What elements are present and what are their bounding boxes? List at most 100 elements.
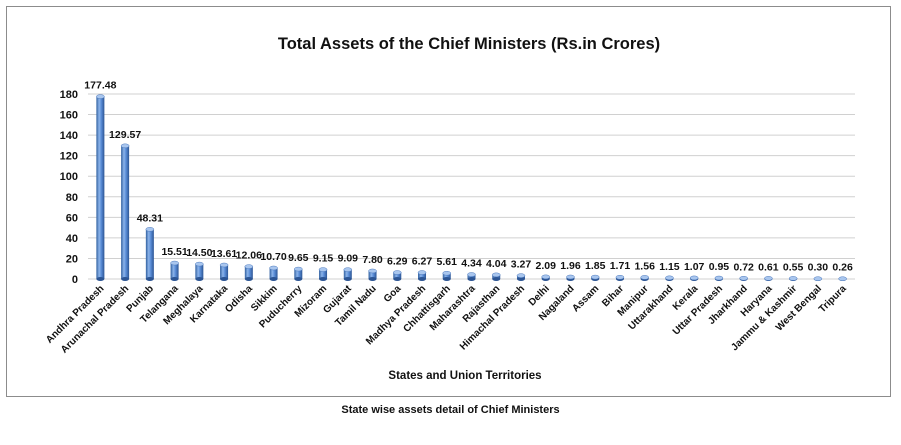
data-label: 7.80 <box>362 254 383 266</box>
bar-top <box>96 94 105 99</box>
bar-base <box>368 277 377 281</box>
bar-top <box>393 270 402 275</box>
bar-top <box>491 272 501 278</box>
bar <box>739 276 748 281</box>
x-tick-label: Assam <box>570 283 601 314</box>
bar <box>219 262 229 281</box>
bar-body <box>393 272 402 279</box>
bar-top <box>294 266 303 272</box>
data-label: 9.65 <box>288 252 309 264</box>
bar-top <box>244 264 254 269</box>
bar-body <box>195 264 204 279</box>
chart-svg: Total Assets of the Chief Ministers (Rs.… <box>44 35 855 382</box>
bar-top <box>813 276 823 281</box>
bar-body <box>269 268 278 279</box>
y-tick-label: 100 <box>60 171 78 183</box>
bar-body <box>121 145 130 279</box>
bar <box>195 261 204 281</box>
bar-top <box>170 260 179 266</box>
data-label: 2.09 <box>536 260 557 272</box>
data-label: 9.09 <box>338 253 359 265</box>
bar <box>665 275 674 281</box>
bar-base <box>121 277 130 281</box>
bar <box>318 267 328 281</box>
bar-top <box>343 267 353 272</box>
figure-caption: State wise assets detail of Chief Minist… <box>341 404 560 416</box>
bar-base <box>195 277 204 281</box>
x-tick-label: Odisha <box>223 283 255 315</box>
data-label: 9.15 <box>313 253 334 265</box>
bar-base <box>294 277 303 281</box>
bar <box>393 270 402 281</box>
bar <box>788 276 798 281</box>
data-label: 0.30 <box>808 262 829 274</box>
data-label: 1.85 <box>585 260 606 272</box>
bar <box>813 276 823 281</box>
bar-top <box>764 276 773 281</box>
y-tick-label: 80 <box>66 192 78 204</box>
data-label: 10.70 <box>260 251 286 263</box>
bar-top <box>269 265 278 271</box>
bar <box>120 143 130 281</box>
data-label: 1.56 <box>634 260 655 272</box>
bars <box>96 94 847 281</box>
data-label: 4.04 <box>486 258 507 270</box>
data-label: 1.71 <box>610 260 631 272</box>
data-label: 0.72 <box>733 261 754 273</box>
bar-top <box>838 276 847 281</box>
bar-top <box>368 268 377 274</box>
bar-top <box>442 270 452 276</box>
bar-base <box>170 277 179 281</box>
y-axis-tick-labels: 0 20 40 60 80 100 120 140 160 180 <box>60 89 78 286</box>
bar-body <box>145 229 154 279</box>
bar-top <box>788 276 798 281</box>
data-label: 3.27 <box>511 259 532 271</box>
data-label: 4.34 <box>461 258 482 270</box>
bar-top <box>145 227 155 232</box>
bar-body <box>220 265 229 279</box>
chart-title: Total Assets of the Chief Ministers (Rs.… <box>278 35 660 53</box>
data-label: 129.57 <box>109 129 141 141</box>
data-label: 1.96 <box>560 260 581 272</box>
data-labels: 177.48 129.57 48.31 15.5114.5013.6112.0610.… <box>84 80 853 274</box>
data-label: 6.27 <box>412 256 433 268</box>
bar-top <box>739 276 748 281</box>
bar-top <box>541 274 550 280</box>
bar-base <box>442 277 451 281</box>
bar-top <box>714 275 724 281</box>
data-label: 0.61 <box>758 261 779 273</box>
bar-top <box>195 261 204 267</box>
y-tick-label: 40 <box>66 233 78 245</box>
bar-body <box>442 273 451 279</box>
chart-frame: Total Assets of the Chief Ministers (Rs.… <box>6 6 891 397</box>
bar-body <box>96 96 105 279</box>
bar-base <box>145 277 154 281</box>
bar <box>640 275 649 281</box>
gridlines <box>88 93 855 280</box>
bar-body <box>244 266 253 279</box>
bar <box>343 267 353 281</box>
y-tick-label: 60 <box>66 212 78 224</box>
bar-top <box>467 272 476 277</box>
y-tick-label: 140 <box>60 130 78 142</box>
bar <box>244 264 254 281</box>
bar-base <box>418 277 427 281</box>
y-tick-label: 20 <box>66 253 78 265</box>
bar-base <box>244 277 253 281</box>
bar <box>269 265 278 281</box>
bar <box>170 260 179 281</box>
bar <box>689 275 699 281</box>
bar-top <box>615 274 625 280</box>
data-label: 14.50 <box>186 247 212 259</box>
data-label: 177.48 <box>84 80 116 92</box>
bar-base <box>467 277 476 281</box>
bar-base <box>319 277 328 281</box>
bar <box>467 272 476 281</box>
bar-base <box>220 277 229 281</box>
bar-top <box>219 262 229 268</box>
data-label: 5.61 <box>437 256 458 268</box>
bar-base <box>393 277 402 281</box>
bar <box>145 227 155 281</box>
bar <box>516 273 526 281</box>
